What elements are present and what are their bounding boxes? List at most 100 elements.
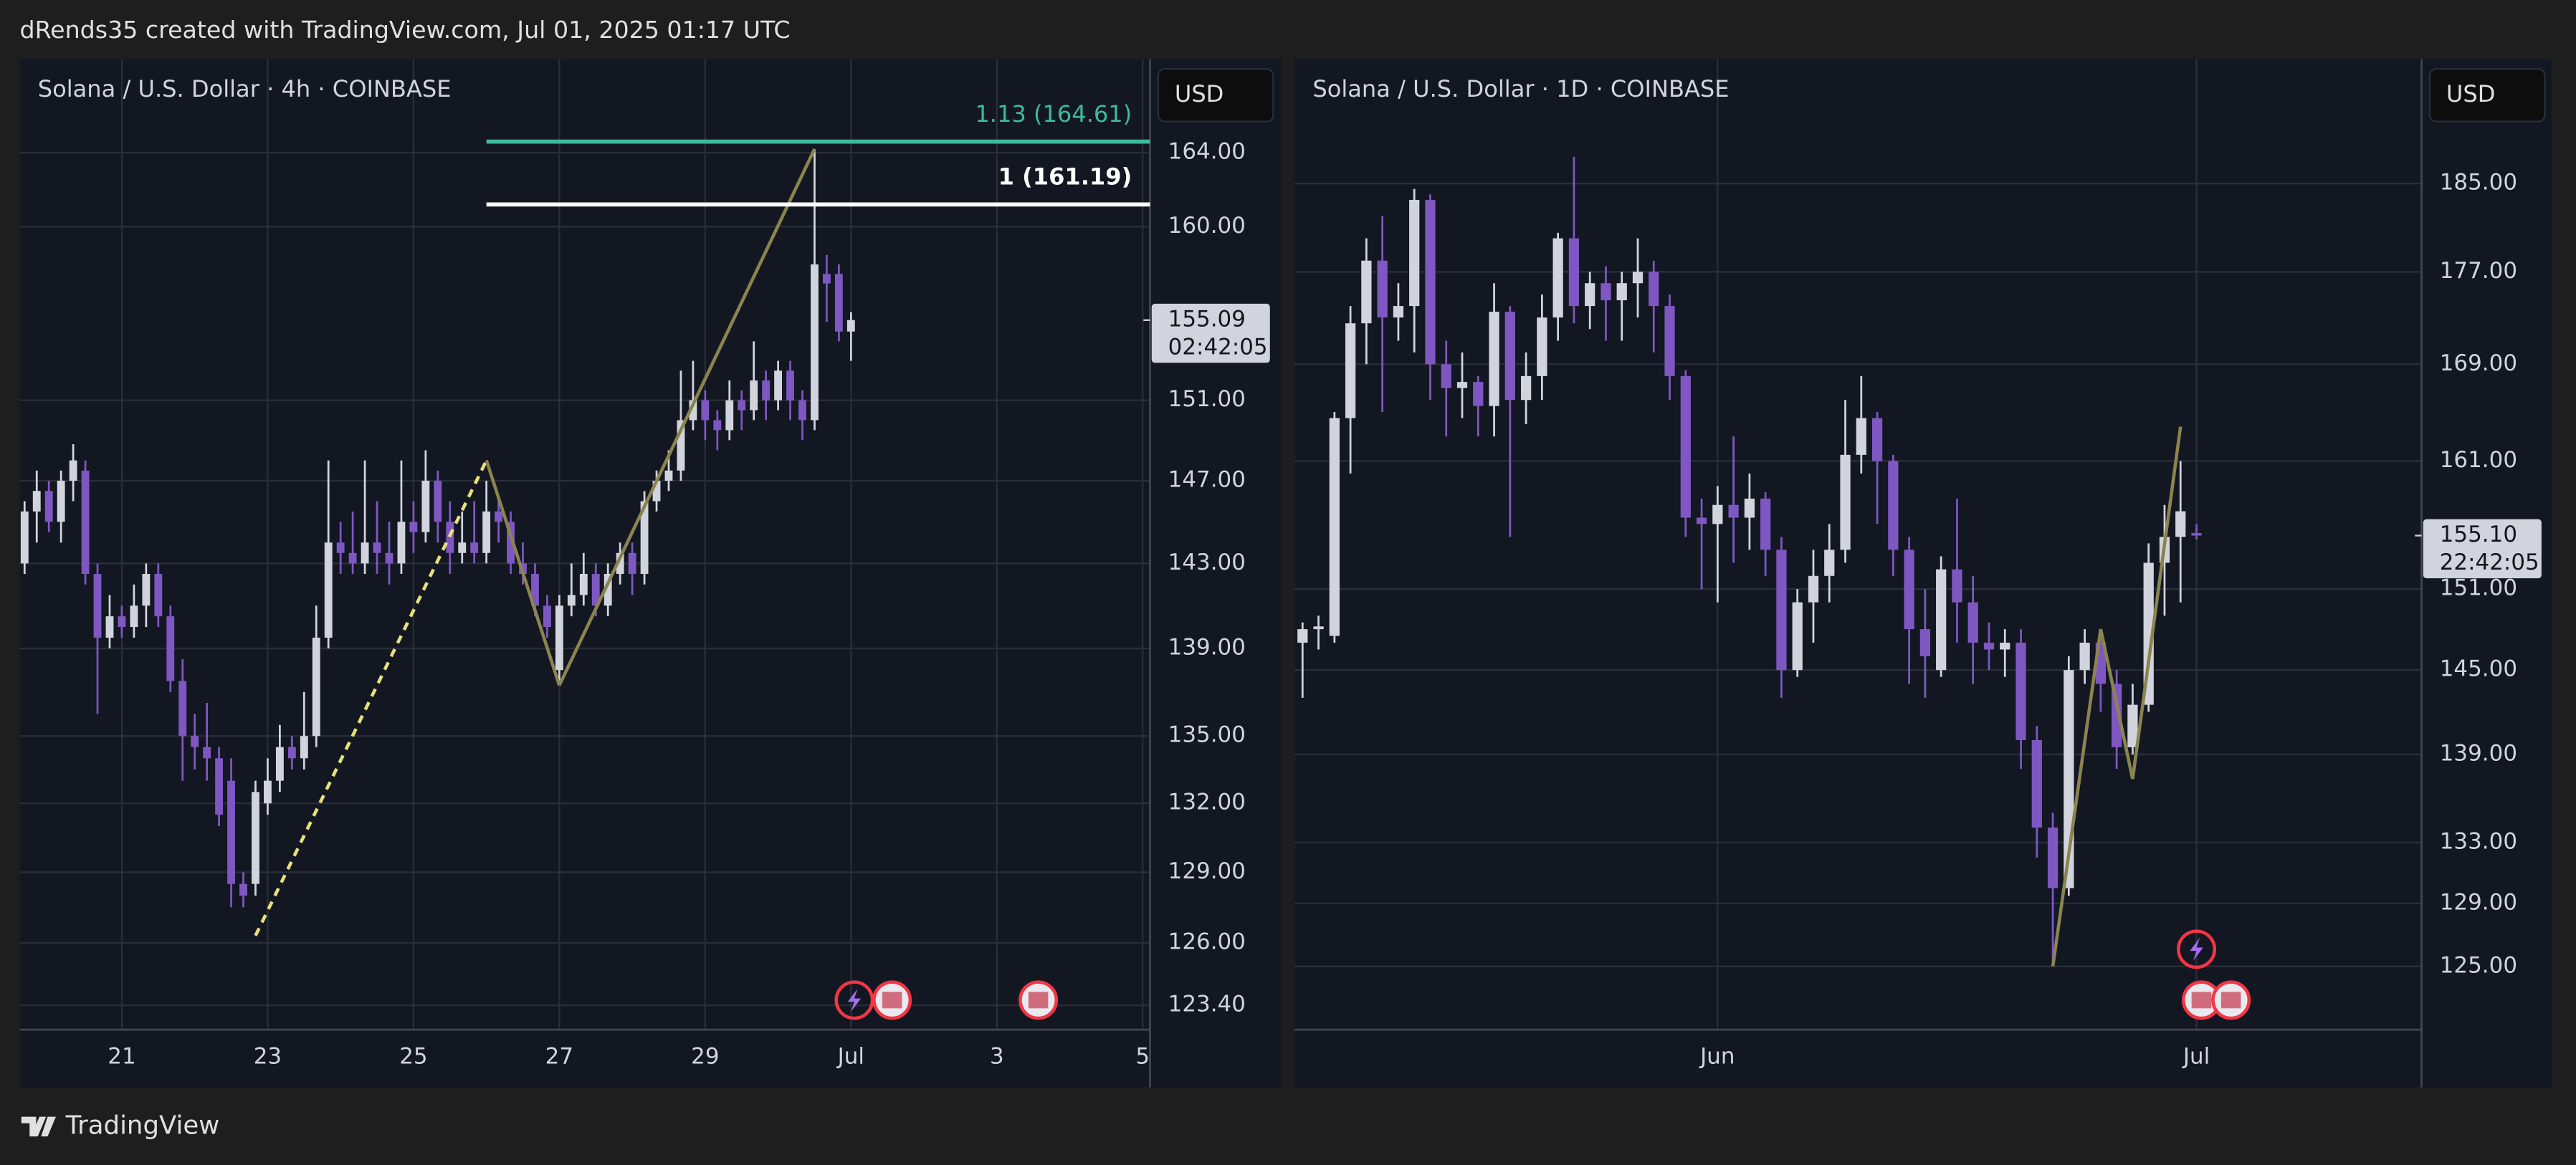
candle-body bbox=[287, 747, 296, 759]
candle-body bbox=[421, 480, 430, 532]
candle-body bbox=[567, 595, 576, 606]
candle-body bbox=[543, 605, 551, 628]
candle-body bbox=[1904, 550, 1914, 630]
zigzag-segment bbox=[2131, 426, 2183, 780]
candle-body bbox=[1888, 461, 1899, 550]
candle-body bbox=[397, 522, 406, 564]
zigzag-segment bbox=[2099, 628, 2134, 780]
y-tick-label: 125.00 bbox=[2440, 952, 2517, 978]
candle-body bbox=[373, 542, 381, 553]
candle-body bbox=[664, 470, 673, 481]
candle-body bbox=[93, 574, 102, 638]
x-tick-label: 23 bbox=[254, 1044, 282, 1070]
candle-body bbox=[470, 542, 479, 553]
candle-body bbox=[531, 574, 539, 606]
y-tick-label: 164.00 bbox=[1168, 139, 1246, 165]
candle-body bbox=[203, 747, 211, 759]
countdown-label: 02:42:05 bbox=[1168, 334, 1268, 360]
candle-body bbox=[252, 792, 259, 884]
candle-body bbox=[1329, 418, 1340, 636]
candle-body bbox=[300, 736, 308, 759]
candle-body bbox=[591, 574, 600, 606]
candle-body bbox=[1297, 629, 1308, 643]
header-text: dRends35 created with TradingView.com, J… bbox=[20, 16, 791, 44]
candle-body bbox=[1313, 626, 1324, 630]
chart-title: Solana / U.S. Dollar · 1D · COINBASE bbox=[1312, 75, 1729, 102]
candle-body bbox=[69, 460, 77, 481]
candle-body bbox=[1856, 418, 1866, 455]
candle-body bbox=[652, 480, 661, 502]
candle-body bbox=[178, 681, 187, 737]
last-price-label: 155.10 bbox=[2440, 522, 2517, 547]
candle-body bbox=[239, 883, 247, 896]
flag-stripes bbox=[2191, 992, 2212, 1009]
countdown-label: 22:42:05 bbox=[2440, 550, 2539, 575]
currency-box bbox=[2428, 68, 2546, 123]
lightning-icon bbox=[2190, 937, 2203, 961]
panes: 164.00 160.00 151.00 147.00 143.00 139.00 135.… bbox=[19, 59, 2552, 1088]
x-tick-label: 21 bbox=[108, 1044, 135, 1070]
y-tick-label: 160.00 bbox=[1168, 213, 1246, 239]
candle-body bbox=[1776, 550, 1787, 671]
candle-body bbox=[1952, 569, 1962, 603]
currency-label: USD bbox=[1175, 80, 1224, 107]
candle-body bbox=[1441, 364, 1451, 388]
candle-body bbox=[385, 552, 393, 564]
y-tick-label: 147.00 bbox=[1168, 466, 1246, 492]
candle-body bbox=[2000, 643, 2010, 650]
flag-stripes bbox=[2220, 992, 2241, 1009]
candle-body bbox=[701, 400, 710, 421]
candle-body bbox=[1712, 504, 1723, 524]
candle-body bbox=[336, 542, 345, 553]
candle-body bbox=[507, 522, 515, 564]
candle-body bbox=[762, 380, 771, 401]
candle-body bbox=[1489, 312, 1499, 406]
zigzag-segment bbox=[2051, 628, 2103, 967]
candle-body bbox=[1393, 306, 1404, 318]
candle-body bbox=[458, 542, 467, 553]
candle-body bbox=[312, 638, 320, 737]
candle-body bbox=[1345, 323, 1356, 418]
candle-body bbox=[1983, 643, 1995, 650]
candle-body bbox=[1409, 199, 1420, 307]
candle-body bbox=[154, 574, 163, 617]
candle-body bbox=[1473, 382, 1484, 406]
candle-body bbox=[191, 736, 199, 747]
fib-label: 1.13 (164.61) bbox=[975, 100, 1132, 128]
event-icon bbox=[2177, 929, 2217, 969]
y-tick-label: 139.00 bbox=[1168, 635, 1246, 661]
candle-body bbox=[689, 400, 697, 421]
flag-stripes bbox=[882, 992, 902, 1009]
candle-body bbox=[713, 420, 722, 431]
candle-body bbox=[1792, 602, 1803, 671]
candle-body bbox=[227, 780, 235, 884]
candle-body bbox=[811, 264, 819, 421]
y-tick-label: 135.00 bbox=[1168, 722, 1246, 748]
x-tick-label: 3 bbox=[990, 1044, 1004, 1070]
plot-background bbox=[1294, 59, 2552, 1088]
flag-stripes bbox=[1028, 992, 1049, 1009]
candle-body bbox=[750, 380, 758, 411]
y-tick-label: 145.00 bbox=[2440, 656, 2517, 682]
candle-body bbox=[1808, 575, 1819, 603]
candle-body bbox=[1649, 272, 1659, 307]
candle-body bbox=[738, 400, 746, 411]
last-price-label: 155.09 bbox=[1168, 306, 1246, 332]
y-tick-label: 177.00 bbox=[2440, 258, 2517, 284]
x-tick-label: Jul bbox=[836, 1044, 864, 1070]
candle-body bbox=[1537, 317, 1547, 376]
candle-body bbox=[1552, 238, 1563, 318]
candle-body bbox=[44, 491, 53, 522]
candle-body bbox=[1664, 306, 1675, 376]
candle-body bbox=[1520, 375, 1532, 401]
candle-body bbox=[215, 758, 224, 815]
y-tick-label: 126.00 bbox=[1168, 929, 1246, 954]
candle-body bbox=[628, 552, 636, 575]
candle-body bbox=[495, 511, 503, 522]
candle-body bbox=[32, 491, 41, 512]
candle-body bbox=[348, 552, 357, 564]
y-tick-label: 129.00 bbox=[2440, 890, 2517, 916]
candle-body bbox=[798, 400, 806, 421]
candle-body bbox=[20, 511, 29, 564]
